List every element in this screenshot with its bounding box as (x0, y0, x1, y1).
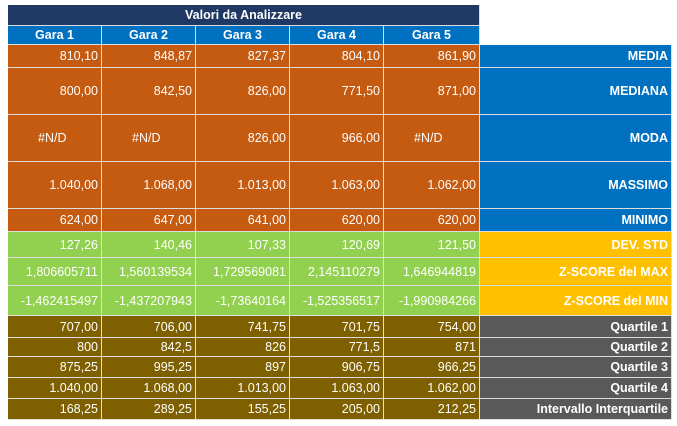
data-cell: 906,75 (290, 357, 384, 378)
data-cell: 871 (384, 338, 480, 357)
data-cell: 826,00 (196, 68, 290, 115)
data-cell: 804,10 (290, 45, 384, 68)
data-cell: 707,00 (8, 316, 102, 338)
data-cell: 620,00 (384, 209, 480, 232)
data-cell: 826 (196, 338, 290, 357)
row-label: MASSIMO (480, 162, 672, 209)
data-cell: 897 (196, 357, 290, 378)
data-cell: 289,25 (102, 399, 196, 420)
data-cell: 826,00 (196, 115, 290, 162)
data-cell: 771,5 (290, 338, 384, 357)
row-label: Intervallo Interquartile (480, 399, 672, 420)
data-cell: 871,00 (384, 68, 480, 115)
column-header: Gara 3 (196, 26, 290, 45)
row-label: Quartile 4 (480, 378, 672, 399)
data-cell: 1.040,00 (8, 162, 102, 209)
data-cell: 155,25 (196, 399, 290, 420)
data-cell: 624,00 (8, 209, 102, 232)
data-cell: 842,5 (102, 338, 196, 357)
data-cell: 127,26 (8, 232, 102, 258)
data-cell: 800 (8, 338, 102, 357)
row-label: DEV. STD (480, 232, 672, 258)
column-header: Gara 4 (290, 26, 384, 45)
data-cell: 1,560139534 (102, 258, 196, 286)
data-cell: 1.063,00 (290, 162, 384, 209)
row-label: Z-SCORE del MIN (480, 286, 672, 316)
data-cell: 641,00 (196, 209, 290, 232)
data-cell: #N/D (8, 115, 102, 162)
data-cell: 1.013,00 (196, 378, 290, 399)
data-cell: -1,525356517 (290, 286, 384, 316)
data-cell: 1.062,00 (384, 378, 480, 399)
data-cell: 1,646944819 (384, 258, 480, 286)
row-label: Quartile 1 (480, 316, 672, 338)
row-label: Quartile 3 (480, 357, 672, 378)
data-cell: 107,33 (196, 232, 290, 258)
data-cell: 966,25 (384, 357, 480, 378)
data-cell: 1.013,00 (196, 162, 290, 209)
data-cell: -1,462415497 (8, 286, 102, 316)
column-header: Gara 2 (102, 26, 196, 45)
data-cell: 995,25 (102, 357, 196, 378)
data-cell: 1.068,00 (102, 378, 196, 399)
data-cell: 706,00 (102, 316, 196, 338)
data-cell: 827,37 (196, 45, 290, 68)
data-cell: 861,90 (384, 45, 480, 68)
column-header: Gara 1 (8, 26, 102, 45)
row-label: Quartile 2 (480, 338, 672, 357)
data-cell: 140,46 (102, 232, 196, 258)
data-cell: 620,00 (290, 209, 384, 232)
data-cell: 754,00 (384, 316, 480, 338)
data-cell: -1,73640164 (196, 286, 290, 316)
data-cell: 168,25 (8, 399, 102, 420)
column-header: Gara 5 (384, 26, 480, 45)
data-cell: 647,00 (102, 209, 196, 232)
table-title: Valori da Analizzare (8, 5, 480, 26)
data-cell: 701,75 (290, 316, 384, 338)
data-cell: 966,00 (290, 115, 384, 162)
data-cell: 810,10 (8, 45, 102, 68)
data-cell: 741,75 (196, 316, 290, 338)
data-cell: -1,990984266 (384, 286, 480, 316)
data-cell: 1.068,00 (102, 162, 196, 209)
data-cell: 800,00 (8, 68, 102, 115)
data-cell: -1,437207943 (102, 286, 196, 316)
data-cell: 212,25 (384, 399, 480, 420)
row-label: MEDIA (480, 45, 672, 68)
data-cell: 205,00 (290, 399, 384, 420)
data-cell: #N/D (384, 115, 480, 162)
data-cell: 1,806605711 (8, 258, 102, 286)
data-cell: 848,87 (102, 45, 196, 68)
data-cell: 1.063,00 (290, 378, 384, 399)
data-cell: 121,50 (384, 232, 480, 258)
row-label: MINIMO (480, 209, 672, 232)
data-cell: 771,50 (290, 68, 384, 115)
data-cell: 1.040,00 (8, 378, 102, 399)
row-label: Z-SCORE del MAX (480, 258, 672, 286)
row-label: MODA (480, 115, 672, 162)
data-cell: 875,25 (8, 357, 102, 378)
data-cell: 842,50 (102, 68, 196, 115)
data-cell: 120,69 (290, 232, 384, 258)
data-cell: 2,145110279 (290, 258, 384, 286)
data-cell: #N/D (102, 115, 196, 162)
row-label: MEDIANA (480, 68, 672, 115)
data-cell: 1,729569081 (196, 258, 290, 286)
data-cell: 1.062,00 (384, 162, 480, 209)
